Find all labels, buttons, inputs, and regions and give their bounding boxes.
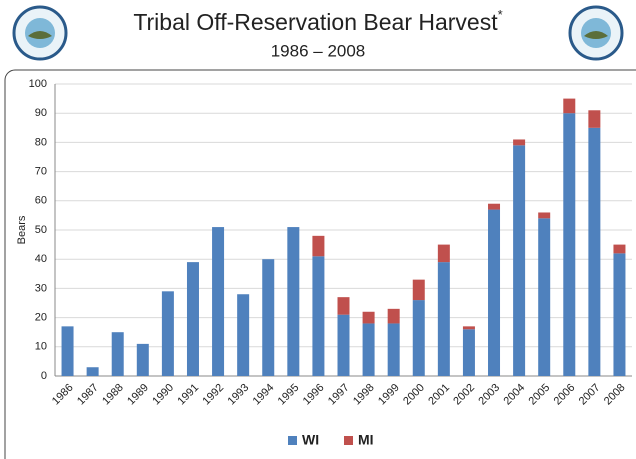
- bar-segment: [613, 244, 626, 254]
- chart-frame: [4, 69, 636, 459]
- legend-label: WI: [302, 432, 319, 448]
- bar-segment: [337, 314, 350, 376]
- bar-segment: [488, 203, 501, 210]
- y-tick-label: 40: [35, 253, 47, 265]
- y-tick-label: 20: [35, 312, 47, 324]
- x-tick-label: 2006: [552, 382, 578, 408]
- bar-segment: [61, 326, 74, 376]
- x-tick-label: 2007: [577, 382, 603, 408]
- x-tick-label: 2008: [602, 382, 628, 408]
- y-tick-label: 10: [35, 341, 47, 353]
- bar-segment: [538, 218, 551, 376]
- bar-segment: [437, 244, 450, 263]
- title-mark: *: [498, 7, 503, 22]
- bar-segment: [412, 300, 425, 376]
- x-tick-label: 2004: [501, 382, 527, 408]
- bar-segment: [337, 297, 350, 315]
- bar-segment: [462, 329, 475, 376]
- x-tick-label: 2002: [451, 382, 477, 408]
- x-tick-label: 1995: [276, 382, 302, 408]
- bar-segment: [462, 326, 475, 330]
- bar-segment: [488, 209, 501, 376]
- x-tick-label: 1990: [150, 382, 176, 408]
- logo-right: [568, 5, 624, 61]
- bar-segment: [237, 294, 250, 376]
- x-tick-label: 1986: [50, 382, 76, 408]
- chart-title: Tribal Off-Reservation Bear Harvest*: [133, 7, 502, 35]
- x-tick-label: 1997: [326, 382, 352, 408]
- bar-segment: [312, 235, 325, 257]
- x-tick-label: 1989: [125, 382, 151, 408]
- x-tick-label: 1991: [175, 382, 201, 408]
- x-tick-label: 1987: [75, 382, 101, 408]
- x-tick-label: 2005: [527, 382, 553, 408]
- bar-segment: [362, 311, 375, 324]
- legend-swatch: [288, 436, 297, 445]
- bar-segment: [563, 98, 576, 114]
- x-tick-label: 1993: [226, 382, 252, 408]
- y-tick-label: 60: [35, 195, 47, 207]
- y-tick-label: 30: [35, 282, 47, 294]
- x-tick-label: 1994: [251, 382, 277, 408]
- bar-segment: [362, 323, 375, 376]
- x-tick-label: 2000: [401, 382, 427, 408]
- bar-segment: [613, 253, 626, 376]
- bar-segment: [563, 113, 576, 376]
- bar-segment: [437, 262, 450, 376]
- bar-segment: [262, 259, 275, 376]
- y-tick-label: 80: [35, 136, 47, 148]
- bar-segment: [312, 256, 325, 376]
- x-tick-label: 1998: [351, 382, 377, 408]
- bar-segment: [86, 367, 99, 376]
- bar-segment: [588, 127, 601, 376]
- bar-segment: [588, 110, 601, 128]
- logo-left: [12, 5, 68, 61]
- y-tick-label: 50: [35, 224, 47, 236]
- x-tick-label: 1996: [301, 382, 327, 408]
- x-tick-label: 1999: [376, 382, 402, 408]
- legend-label: MI: [358, 432, 374, 448]
- x-tick-label: 2003: [476, 382, 502, 408]
- bar-segment: [387, 308, 400, 324]
- x-tick-label: 1988: [100, 382, 126, 408]
- x-tick-label: 2001: [426, 382, 452, 408]
- bar-segment: [513, 145, 526, 376]
- bar-segment: [287, 227, 300, 376]
- y-tick-label: 70: [35, 166, 47, 178]
- bar-segment: [161, 291, 174, 376]
- bar-segment: [136, 343, 149, 376]
- x-tick-label: 1992: [200, 382, 226, 408]
- bar-segment: [387, 323, 400, 376]
- bar-segment: [212, 227, 225, 376]
- y-tick-label: 100: [29, 78, 47, 90]
- y-tick-label: 0: [41, 370, 47, 382]
- bar-segment: [538, 212, 551, 219]
- bar-segment: [186, 262, 199, 376]
- y-tick-label: 90: [35, 107, 47, 119]
- y-axis-label: Bears: [16, 215, 28, 244]
- bar-segment: [111, 332, 124, 376]
- bar-segment: [513, 139, 526, 146]
- title-text: Tribal Off-Reservation Bear Harvest: [133, 9, 498, 35]
- bar-segment: [412, 279, 425, 301]
- legend-swatch: [344, 436, 353, 445]
- chart-subtitle: 1986 – 2008: [271, 41, 366, 60]
